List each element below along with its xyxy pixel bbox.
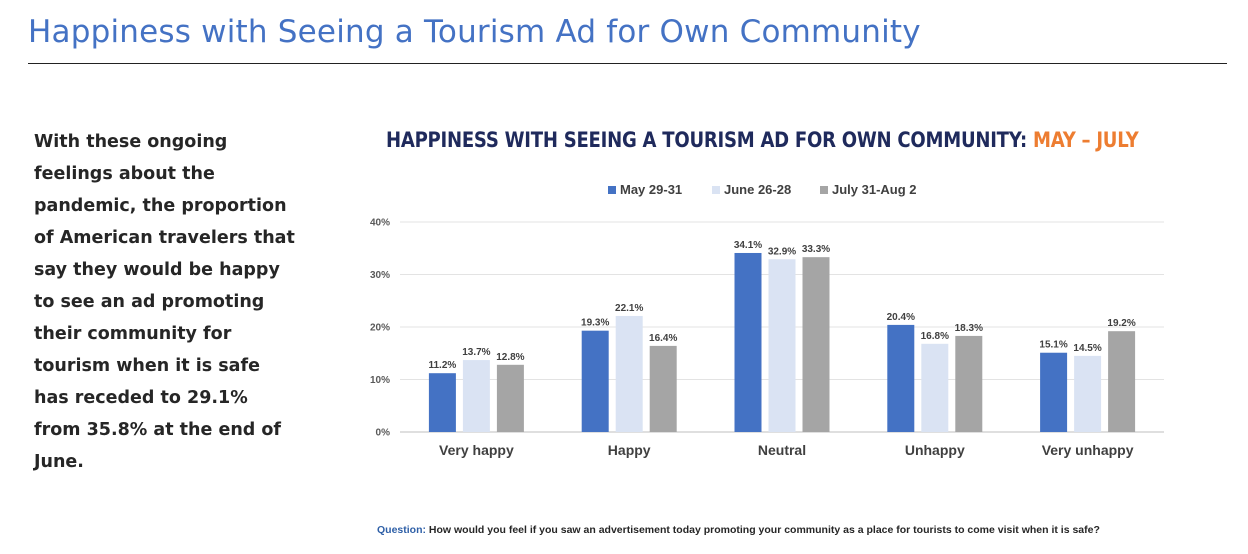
data-label: 16.4% [649,333,677,344]
data-label: 20.4% [887,312,915,323]
data-label: 22.1% [615,303,643,314]
data-label: 15.1% [1039,340,1067,351]
title-divider [28,63,1227,64]
data-label: 33.3% [802,244,830,255]
legend-swatch [820,186,828,194]
bar [649,345,677,432]
x-tick-label: Very happy [439,442,514,458]
legend-label: May 29-31 [620,182,682,197]
data-label: 18.3% [955,323,983,334]
y-tick-label: 10% [370,375,390,386]
question-text: How would you feel if you saw an adverti… [428,524,1100,536]
x-tick-label: Unhappy [905,442,965,458]
legend-label: July 31-Aug 2 [832,182,917,197]
data-label: 19.3% [581,318,609,329]
bar [1074,355,1102,432]
bar [462,360,490,432]
bar [1040,352,1068,432]
legend-swatch [712,186,720,194]
question-label: Question: [377,524,426,536]
chart-title-range: MAY – JULY [1032,128,1139,152]
data-label: 32.9% [768,246,796,257]
y-tick-label: 30% [370,270,390,281]
y-tick-label: 40% [370,218,390,229]
data-label: 16.8% [921,331,949,342]
legend-label: June 26-28 [724,182,791,197]
chart-title: HAPPINESS WITH SEEING A TOURISM AD FOR O… [386,128,1139,152]
summary-text: With these ongoing feelings about the pa… [34,132,295,472]
chart-title-main: HAPPINESS WITH SEEING A TOURISM AD FOR O… [386,128,1027,152]
bar [802,257,830,432]
bar [921,343,949,432]
x-tick-label: Neutral [758,442,806,458]
y-tick-label: 0% [376,428,391,439]
bar [1108,331,1136,432]
data-label: 11.2% [428,360,456,371]
bar [496,364,524,432]
bar [734,252,762,432]
legend-swatch [608,186,616,194]
bar [428,373,456,432]
bar [768,259,796,432]
bar [615,315,643,432]
data-label: 12.8% [496,352,524,363]
x-tick-label: Very unhappy [1042,442,1134,458]
bar [581,330,609,432]
data-label: 14.5% [1073,343,1101,354]
x-tick-label: Happy [608,442,651,458]
y-tick-label: 20% [370,323,390,334]
data-label: 34.1% [734,240,762,251]
bar [955,335,983,432]
page-title: Happiness with Seeing a Tourism Ad for O… [28,14,921,50]
data-label: 13.7% [462,347,490,358]
bar [887,324,915,432]
survey-question: Question: How would you feel if you saw … [377,524,1100,536]
data-label: 19.2% [1107,318,1135,329]
